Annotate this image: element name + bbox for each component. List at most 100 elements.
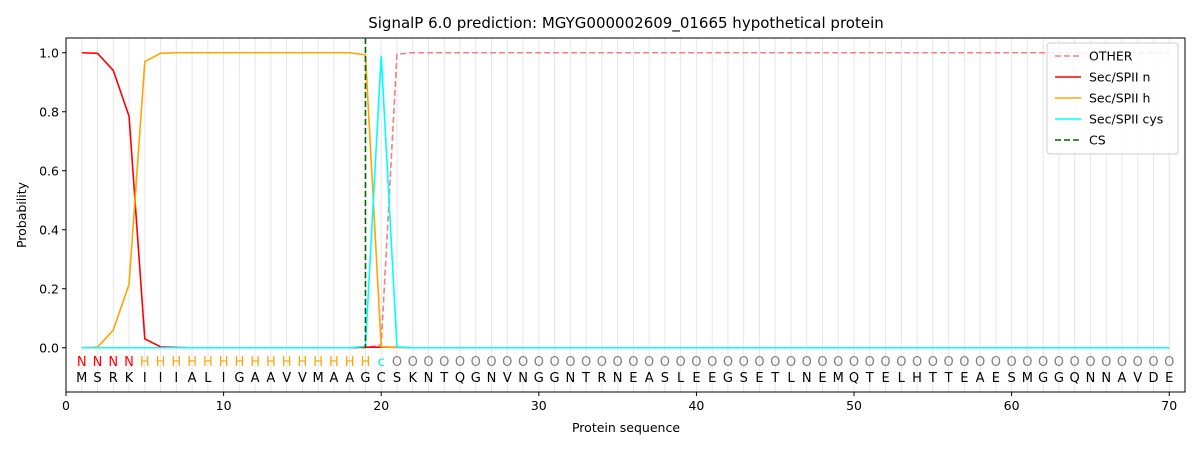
sequence-residue: K bbox=[125, 371, 134, 386]
sequence-residue: S bbox=[740, 371, 748, 386]
state-label: O bbox=[912, 355, 922, 370]
y-axis-label: Probability bbox=[14, 181, 29, 248]
x-axis-label: Protein sequence bbox=[572, 420, 680, 435]
state-label: H bbox=[156, 355, 166, 370]
x-tick-label: 50 bbox=[846, 398, 862, 413]
sequence-residue: I bbox=[222, 371, 226, 386]
sequence-residue: R bbox=[597, 371, 606, 386]
state-label: O bbox=[1070, 355, 1080, 370]
state-label: O bbox=[865, 355, 875, 370]
state-label: O bbox=[565, 355, 575, 370]
sequence-residue: A bbox=[976, 371, 985, 386]
sequence-residue: G bbox=[723, 371, 733, 386]
legend-box bbox=[1046, 42, 1179, 155]
state-label: O bbox=[597, 355, 607, 370]
sequence-residue: N bbox=[518, 371, 528, 386]
sequence-residue: L bbox=[677, 371, 685, 386]
state-label: O bbox=[1164, 355, 1174, 370]
sequence-residue: G bbox=[534, 371, 544, 386]
sequence-residue: M bbox=[1022, 371, 1033, 386]
state-label: O bbox=[644, 355, 654, 370]
state-label: O bbox=[1117, 355, 1127, 370]
sequence-residue: G bbox=[550, 371, 560, 386]
y-tick-label: 0.4 bbox=[39, 222, 59, 237]
sequence-residue: R bbox=[109, 371, 118, 386]
sequence-residue: G bbox=[360, 371, 370, 386]
state-label: c bbox=[378, 355, 385, 370]
legend-entry: Sec/SPII h bbox=[1089, 91, 1150, 106]
sequence-residue: N bbox=[565, 371, 575, 386]
y-tick-label: 0.6 bbox=[39, 163, 59, 178]
state-label: H bbox=[219, 355, 229, 370]
state-label: O bbox=[833, 355, 843, 370]
state-label: O bbox=[1022, 355, 1032, 370]
state-label: O bbox=[1148, 355, 1158, 370]
sequence-residue: T bbox=[944, 371, 953, 386]
sequence-residue: D bbox=[1148, 371, 1158, 386]
state-label: O bbox=[1007, 355, 1017, 370]
state-label: O bbox=[991, 355, 1001, 370]
sequence-residue: K bbox=[408, 371, 417, 386]
state-label: O bbox=[581, 355, 591, 370]
state-label: O bbox=[549, 355, 559, 370]
state-label: O bbox=[754, 355, 764, 370]
state-label: O bbox=[471, 355, 481, 370]
state-label: H bbox=[361, 355, 371, 370]
sequence-residue: N bbox=[1086, 371, 1096, 386]
state-label: H bbox=[187, 355, 197, 370]
sequence-residue: M bbox=[313, 371, 324, 386]
sequence-residue: S bbox=[93, 371, 101, 386]
sequence-residue: Q bbox=[1070, 371, 1080, 386]
sequence-residue: I bbox=[143, 371, 147, 386]
sequence-residue: G bbox=[234, 371, 244, 386]
state-label: N bbox=[124, 355, 134, 370]
x-tick-label: 70 bbox=[1161, 398, 1177, 413]
sequence-residue: C bbox=[377, 371, 386, 386]
sequence-residue: M bbox=[76, 371, 87, 386]
sequence-residue: T bbox=[865, 371, 874, 386]
state-label: O bbox=[439, 355, 449, 370]
sequence-residue: T bbox=[439, 371, 448, 386]
state-label: O bbox=[691, 355, 701, 370]
chart-title: SignalP 6.0 prediction: MGYG000002609_01… bbox=[368, 14, 884, 33]
legend-entry: OTHER bbox=[1089, 49, 1133, 64]
plot-area: 0 10 20 30 40 50 60 700.00.20.40.60.81.0NMNSNRN… bbox=[39, 37, 1186, 413]
x-tick-label: 20 bbox=[373, 398, 389, 413]
sequence-residue: T bbox=[581, 371, 590, 386]
series-line-sec-spii-cys bbox=[81, 55, 1170, 349]
state-label: O bbox=[1133, 355, 1143, 370]
state-label: O bbox=[1038, 355, 1048, 370]
state-label: N bbox=[108, 355, 118, 370]
sequence-residue: S bbox=[1008, 371, 1016, 386]
sequence-residue: A bbox=[645, 371, 654, 386]
sequence-residue: G bbox=[1054, 371, 1064, 386]
sequence-residue: E bbox=[992, 371, 1000, 386]
sequence-residue: E bbox=[708, 371, 716, 386]
axes-frame bbox=[65, 37, 1186, 393]
sequence-residue: L bbox=[204, 371, 212, 386]
legend: OTHER Sec/SPII n Sec/SPII h Sec/SPII cys CS bbox=[1046, 42, 1179, 155]
state-label: O bbox=[392, 355, 402, 370]
sequence-residue: T bbox=[770, 371, 779, 386]
sequence-residue: A bbox=[188, 371, 197, 386]
x-tick-label: 60 bbox=[1004, 398, 1020, 413]
series-line-other bbox=[81, 51, 1170, 349]
state-label: O bbox=[534, 355, 544, 370]
y-tick-label: 1.0 bbox=[39, 45, 59, 60]
sequence-residue: N bbox=[802, 371, 812, 386]
state-label: H bbox=[345, 355, 355, 370]
state-label: O bbox=[628, 355, 638, 370]
state-label: O bbox=[707, 355, 717, 370]
sequence-residue: L bbox=[787, 371, 795, 386]
state-label: H bbox=[282, 355, 292, 370]
state-label: O bbox=[943, 355, 953, 370]
sequence-residue: A bbox=[1118, 371, 1127, 386]
legend-entry: Sec/SPII n bbox=[1089, 70, 1150, 85]
sequence-residue: E bbox=[881, 371, 889, 386]
state-label: O bbox=[408, 355, 418, 370]
state-label: O bbox=[455, 355, 465, 370]
state-label: O bbox=[896, 355, 906, 370]
state-label: H bbox=[298, 355, 308, 370]
sequence-residue: N bbox=[487, 371, 497, 386]
